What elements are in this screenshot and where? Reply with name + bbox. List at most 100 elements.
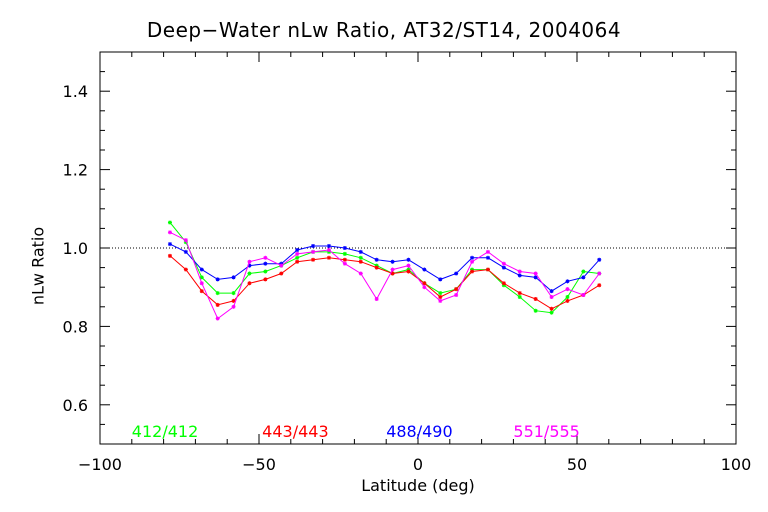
data-point bbox=[390, 271, 395, 276]
y-tick-label: 1.0 bbox=[63, 239, 88, 258]
x-tick-label: 100 bbox=[721, 455, 752, 474]
data-point bbox=[326, 247, 331, 252]
data-point bbox=[167, 242, 172, 247]
series-layer bbox=[167, 220, 602, 321]
data-point bbox=[422, 267, 427, 272]
data-point bbox=[581, 275, 586, 280]
data-point bbox=[485, 255, 490, 260]
data-point bbox=[565, 298, 570, 303]
data-point bbox=[167, 220, 172, 225]
data-point bbox=[311, 244, 316, 249]
data-point bbox=[326, 244, 331, 249]
data-point bbox=[501, 261, 506, 266]
data-point bbox=[374, 257, 379, 262]
legend: 412/412 443/443 488/490 551/555 bbox=[132, 422, 580, 441]
data-point bbox=[231, 275, 236, 280]
x-tick-label: −100 bbox=[78, 455, 122, 474]
data-point bbox=[199, 275, 204, 280]
data-point bbox=[406, 257, 411, 262]
y-axis-label: nLw Ratio bbox=[28, 226, 48, 306]
data-point bbox=[390, 267, 395, 272]
data-point bbox=[342, 251, 347, 256]
data-point bbox=[374, 265, 379, 270]
legend-entry: 488/490 bbox=[386, 422, 452, 441]
series-line bbox=[169, 243, 600, 292]
data-point bbox=[501, 265, 506, 270]
data-point bbox=[215, 316, 220, 321]
data-point bbox=[247, 271, 252, 276]
data-point bbox=[454, 287, 459, 292]
data-point bbox=[199, 289, 204, 294]
data-point bbox=[438, 298, 443, 303]
data-point bbox=[358, 271, 363, 276]
data-point bbox=[167, 253, 172, 258]
data-point bbox=[422, 281, 427, 286]
data-point bbox=[517, 269, 522, 274]
data-point bbox=[581, 293, 586, 298]
data-point bbox=[501, 281, 506, 286]
series-488-490 bbox=[167, 242, 602, 294]
data-point bbox=[517, 295, 522, 299]
legend-entry: 551/555 bbox=[513, 422, 579, 441]
data-point bbox=[390, 259, 395, 264]
data-point bbox=[597, 283, 602, 288]
data-point bbox=[295, 251, 300, 256]
data-point bbox=[342, 246, 347, 250]
data-point bbox=[183, 249, 188, 254]
data-point bbox=[342, 257, 347, 262]
data-point bbox=[549, 310, 554, 315]
data-point bbox=[454, 271, 459, 276]
data-point bbox=[438, 291, 443, 296]
data-point bbox=[597, 257, 602, 262]
data-point bbox=[485, 249, 490, 254]
data-point bbox=[422, 285, 427, 290]
x-tick-label: 50 bbox=[567, 455, 587, 474]
data-point bbox=[215, 291, 220, 296]
data-point bbox=[311, 249, 316, 254]
x-tick-label: −50 bbox=[242, 455, 276, 474]
data-point bbox=[263, 261, 268, 266]
data-point bbox=[247, 259, 252, 264]
data-point bbox=[581, 269, 586, 274]
y-tick-label: 1.4 bbox=[63, 82, 88, 101]
series-line bbox=[169, 231, 600, 320]
data-point bbox=[247, 263, 252, 268]
data-point bbox=[597, 271, 602, 276]
data-point bbox=[358, 255, 363, 260]
data-point bbox=[549, 289, 554, 294]
data-point bbox=[374, 296, 379, 301]
data-point bbox=[247, 281, 252, 286]
data-point bbox=[199, 281, 204, 286]
data-point bbox=[231, 298, 236, 303]
data-point bbox=[215, 277, 220, 282]
data-point bbox=[279, 263, 284, 268]
data-point bbox=[326, 255, 331, 260]
data-point bbox=[406, 263, 411, 268]
data-point bbox=[533, 275, 538, 280]
data-point bbox=[533, 271, 538, 276]
tick-layer: −100 −50 0 50 100 0.6 0.8 1.0 1.2 1.4 bbox=[63, 51, 752, 474]
data-point bbox=[295, 247, 300, 252]
data-point bbox=[470, 259, 475, 264]
data-point bbox=[279, 271, 284, 276]
data-point bbox=[517, 273, 522, 278]
data-point bbox=[263, 269, 268, 274]
data-point bbox=[358, 259, 363, 264]
data-point bbox=[549, 295, 554, 299]
data-point bbox=[231, 304, 236, 309]
y-tick-label: 0.8 bbox=[63, 317, 88, 336]
data-point bbox=[263, 255, 268, 260]
data-point bbox=[565, 295, 570, 299]
y-tick-label: 1.2 bbox=[63, 161, 88, 180]
data-point bbox=[438, 295, 443, 299]
series-line bbox=[169, 255, 600, 310]
data-point bbox=[311, 257, 316, 262]
legend-entry: 412/412 bbox=[132, 422, 198, 441]
series-443-443 bbox=[167, 253, 602, 311]
data-point bbox=[438, 277, 443, 282]
data-point bbox=[454, 293, 459, 298]
data-point bbox=[199, 267, 204, 272]
data-point bbox=[295, 255, 300, 260]
data-point bbox=[342, 261, 347, 266]
